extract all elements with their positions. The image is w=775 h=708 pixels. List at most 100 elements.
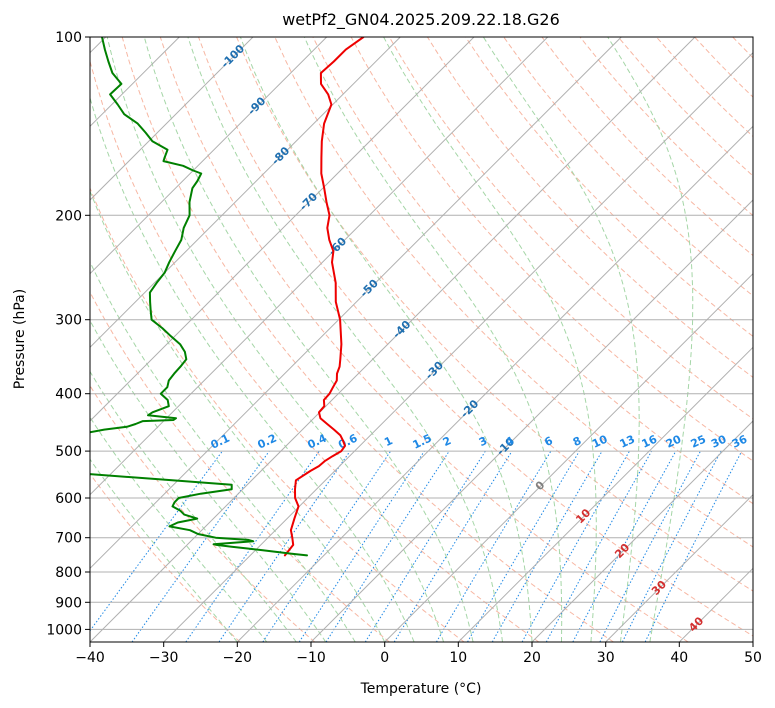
dry-adiabat-line (426, 37, 753, 378)
isotherm-line (752, 641, 753, 642)
isotherm-line (531, 420, 753, 642)
moist-adiabat-line (90, 319, 327, 642)
x-tick-label: 20 (523, 650, 541, 666)
isotherm-line (90, 37, 401, 349)
moist-adiabat-line (303, 37, 563, 642)
mixing-ratio-label: 30 (709, 432, 729, 450)
dry-adiabat-line (90, 384, 316, 642)
isotherm-line (90, 37, 475, 422)
mixing-ratio-label: 1 (382, 434, 394, 449)
y-tick-label: 800 (55, 565, 82, 581)
x-tick-label: −40 (75, 650, 105, 666)
y-axis-label: Pressure (hPa) (12, 289, 28, 389)
x-tick-label: −30 (149, 650, 179, 666)
x-tick-label: 50 (744, 650, 762, 666)
mixing-ratio-line (545, 450, 653, 642)
plot-frame (89, 36, 754, 643)
mixing-ratio-line (572, 450, 677, 642)
mixing-ratio-line (185, 450, 320, 642)
y-axis-ticks: 1000 900 800 700 600 500 400 300 200 100 (46, 30, 90, 638)
dry-adiabat-line (274, 37, 753, 548)
mixing-ratio-label: 13 (618, 433, 637, 451)
isotherm-line (90, 37, 254, 201)
x-axis-ticks: −40 −30 −20 −10 0 10 20 30 40 50 (75, 642, 762, 666)
moist-adiabat-line (90, 416, 268, 642)
isotherm-line (90, 37, 549, 496)
y-tick-label: 500 (55, 444, 82, 460)
mixing-ratio-line (90, 450, 223, 632)
mixing-ratio-line (644, 450, 743, 642)
y-tick-label: 100 (55, 30, 82, 46)
chart-title: wetPf2_GN04.2025.209.22.18.G26 (282, 10, 560, 30)
dry-adiabat-line (90, 59, 540, 642)
dry-adiabat-line (350, 37, 753, 462)
moist-adiabat-line (187, 37, 503, 642)
dry-adiabat-line (90, 291, 390, 642)
mixing-ratio-line (393, 450, 513, 642)
mixing-ratio-label: 0.1 (209, 432, 232, 452)
y-tick-label: 400 (55, 387, 82, 403)
isotherm-line (90, 37, 696, 642)
mixing-ratio-label: 8 (571, 434, 583, 449)
mixing-ratio-line (364, 450, 486, 642)
mixing-ratio-line (599, 450, 701, 642)
x-tick-label: 30 (597, 650, 615, 666)
dry-adiabat-line (694, 37, 753, 98)
mixing-ratio-line (621, 450, 722, 642)
y-tick-label: 600 (55, 491, 82, 507)
mixing-ratio-line (218, 450, 351, 642)
mixing-ratio-label: 16 (640, 432, 660, 450)
moist-adiabat-line (383, 37, 597, 642)
x-axis-label: Temperature (°C) (360, 681, 482, 697)
mixing-ratio-label: 6 (542, 434, 555, 449)
mixing-ratio-label: 10 (590, 432, 610, 450)
mixing-ratio-label: 25 (689, 433, 708, 451)
x-tick-label: −20 (223, 650, 253, 666)
moist-adiabat-line (106, 37, 445, 642)
moist-adiabat-line (607, 37, 694, 642)
dry-adiabat-line (90, 186, 465, 642)
mixing-ratio-label: 3 (477, 434, 489, 449)
dewpoint-profile-line (90, 37, 308, 557)
dry-adiabat-line (388, 37, 753, 420)
isotherm-line (678, 567, 753, 642)
moist-adiabat-line (90, 260, 356, 642)
dry-adiabat-line (656, 37, 753, 138)
mixing-ratio-line (298, 450, 425, 642)
mixing-ratio-label: 0.4 (306, 431, 329, 451)
mixing-ratio-line (435, 450, 552, 642)
x-tick-label: −10 (296, 650, 326, 666)
moist-adiabat-line (90, 458, 238, 642)
moist-adiabat-line (239, 37, 533, 642)
mixing-ratio-line (521, 450, 630, 642)
mixing-ratio-label: 36 (730, 432, 750, 450)
sounding-profiles (90, 37, 365, 557)
y-tick-label: 700 (55, 531, 82, 547)
y-tick-label: 1000 (46, 622, 82, 638)
y-tick-label: 900 (55, 595, 82, 611)
isotherm-line (384, 272, 753, 642)
moist-adiabat-line (143, 37, 474, 642)
mixing-ratio-line (325, 450, 450, 642)
y-tick-label: 200 (55, 208, 82, 224)
isotherm-label: -30 (423, 359, 446, 382)
dry-adiabat-line (732, 37, 753, 59)
isotherm-line (90, 37, 622, 570)
pressure-grid (90, 37, 753, 630)
mixing-ratio-label: 20 (664, 432, 684, 450)
isotherm-grid (90, 37, 753, 642)
isotherm-line (90, 37, 328, 275)
y-tick-label: 300 (55, 313, 82, 329)
dry-adiabat-line (236, 37, 753, 592)
dry-adiabat-line (90, 472, 241, 642)
mixing-ratio-line (262, 450, 392, 642)
isotherm-line (605, 493, 753, 642)
isotherm-line (310, 199, 753, 642)
mixing-ratio-label: 2 (441, 434, 453, 449)
mixing-ratio-line (131, 450, 270, 642)
x-tick-label: 0 (380, 650, 389, 666)
line-labels: -100-90-80-70-60-50-40-30-20-10010203040… (209, 42, 750, 635)
isotherm-line (236, 125, 753, 642)
isotherm-line (163, 51, 753, 642)
moist-adiabats (90, 37, 694, 642)
